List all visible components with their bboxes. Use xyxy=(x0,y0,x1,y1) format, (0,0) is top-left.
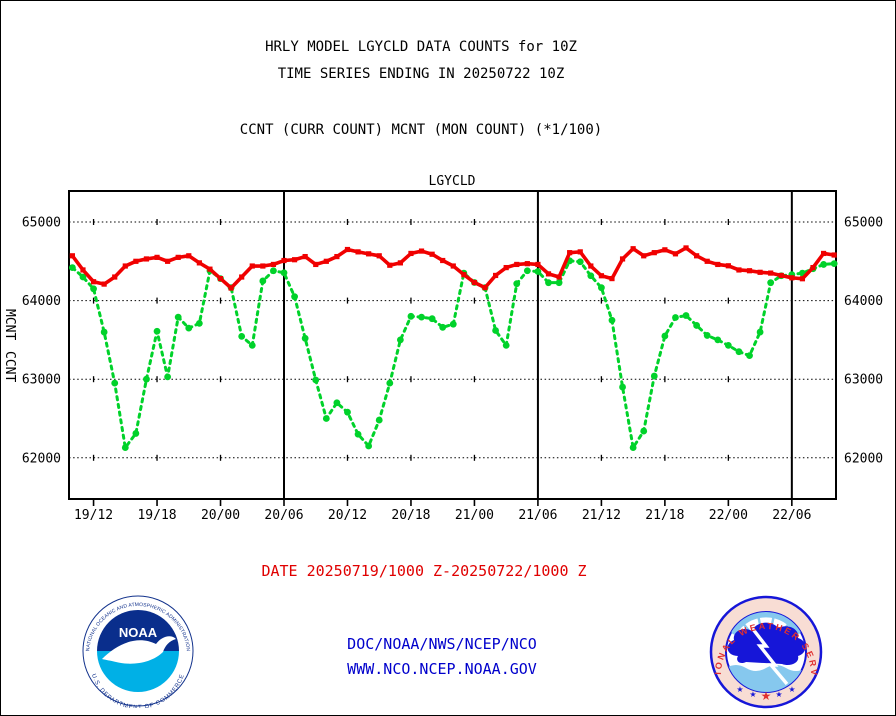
ylabel-ccnt: CCNT xyxy=(2,351,17,382)
svg-text:★: ★ xyxy=(761,689,772,703)
x-tick-label: 21/18 xyxy=(645,508,684,523)
lightning-bolt-icon xyxy=(747,622,789,686)
x-tick-label: 20/12 xyxy=(328,508,367,523)
x-tick-label: 21/06 xyxy=(518,508,557,523)
nws-logo: NATIONAL WEATHER SERVICE ★ ★ ★ ★ ★ xyxy=(709,595,823,709)
x-tick-label: 22/06 xyxy=(772,508,811,523)
noaa-label: NOAA xyxy=(119,625,158,640)
y-tick-label-right: 65000 xyxy=(844,216,883,231)
y-tick-label-left: 65000 xyxy=(22,216,61,231)
x-tick-label: 20/18 xyxy=(391,508,430,523)
cloud-icon xyxy=(727,622,806,666)
mcnt-series xyxy=(69,257,838,451)
x-tick-label: 21/00 xyxy=(455,508,494,523)
x-tick-label: 21/12 xyxy=(582,508,621,523)
noaa-emblem: NOAA xyxy=(97,610,179,692)
org-text: DOC/NOAA/NWS/NCEP/NCO xyxy=(347,635,537,653)
date-range-label: DATE 20250719/1000 Z-20250722/1000 Z xyxy=(261,562,587,580)
y-tick-label-right: 63000 xyxy=(844,373,883,388)
y-tick-label-left: 64000 xyxy=(22,294,61,309)
ylabel-mcnt: MCNT xyxy=(2,309,17,340)
sea-waves-icon xyxy=(726,665,806,692)
chart-title: LGYCLD xyxy=(429,174,476,189)
series-legend-line: CCNT (CURR COUNT) MCNT (MON COUNT) (*1/1… xyxy=(239,122,603,138)
y-tick-label-right: 62000 xyxy=(844,451,883,466)
noaa-seagull-icon xyxy=(102,636,176,664)
svg-text:★: ★ xyxy=(788,685,795,694)
svg-text:★: ★ xyxy=(749,690,756,699)
noaa-logo: NOAA NATIONAL OCEANIC AND ATMOSPHERIC AD… xyxy=(82,595,194,708)
x-tick-label: 19/12 xyxy=(74,508,113,523)
svg-text:★: ★ xyxy=(736,685,743,694)
page-title-line2: TIME SERIES ENDING IN 20250722 10Z xyxy=(277,66,565,82)
y-tick-label-left: 63000 xyxy=(22,373,61,388)
page-title: HRLY MODEL LGYCLD DATA COUNTS for 10Z xyxy=(265,39,577,55)
y-tick-label-left: 62000 xyxy=(22,451,61,466)
chart-frame xyxy=(68,190,837,500)
x-tick-label: 19/18 xyxy=(137,508,176,523)
url-text: WWW.NCO.NCEP.NOAA.GOV xyxy=(347,660,537,678)
y-tick-label-right: 64000 xyxy=(844,294,883,309)
x-tick-label: 22/00 xyxy=(709,508,748,523)
x-tick-label: 20/00 xyxy=(201,508,240,523)
stars-icon: ★ ★ ★ ★ ★ xyxy=(736,685,795,703)
ccnt-series xyxy=(69,245,837,291)
nws-emblem xyxy=(726,612,806,692)
svg-text:★: ★ xyxy=(775,690,782,699)
x-tick-label: 20/06 xyxy=(264,508,303,523)
